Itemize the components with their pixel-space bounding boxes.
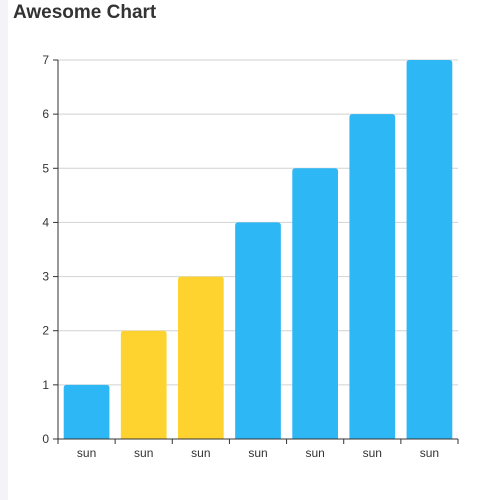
x-tick-label-1: sun <box>134 446 153 460</box>
y-tick-label-5: 5 <box>42 161 49 175</box>
tick-labels: 0 1 2 3 4 5 6 7 sun sun sun sun sun sun sun <box>42 53 439 460</box>
x-tick-label-6: sun <box>420 446 439 460</box>
x-tick-label-3: sun <box>248 446 267 460</box>
bar-1 <box>120 330 167 439</box>
bar-6 <box>406 60 453 439</box>
bar-5 <box>349 114 396 440</box>
bars <box>63 60 453 440</box>
x-tick-label-2: sun <box>191 446 210 460</box>
bar-0 <box>63 384 110 439</box>
x-tick-label-4: sun <box>305 446 324 460</box>
y-tick-label-3: 3 <box>42 270 49 284</box>
axes <box>53 59 459 444</box>
y-tick-label-7: 7 <box>42 53 49 67</box>
y-tick-label-1: 1 <box>42 378 49 392</box>
bar-3 <box>235 222 281 439</box>
y-tick-label-2: 2 <box>42 324 49 338</box>
y-tick-label-0: 0 <box>42 432 49 446</box>
x-tick-label-0: sun <box>77 446 96 460</box>
x-tick-label-5: sun <box>363 446 382 460</box>
bar-4 <box>292 168 338 440</box>
bar-2 <box>178 276 224 439</box>
left-edge-strip <box>0 0 8 500</box>
chart-title: Awesome Chart <box>13 2 157 23</box>
y-tick-label-6: 6 <box>42 107 49 121</box>
y-tick-label-4: 4 <box>42 215 49 229</box>
